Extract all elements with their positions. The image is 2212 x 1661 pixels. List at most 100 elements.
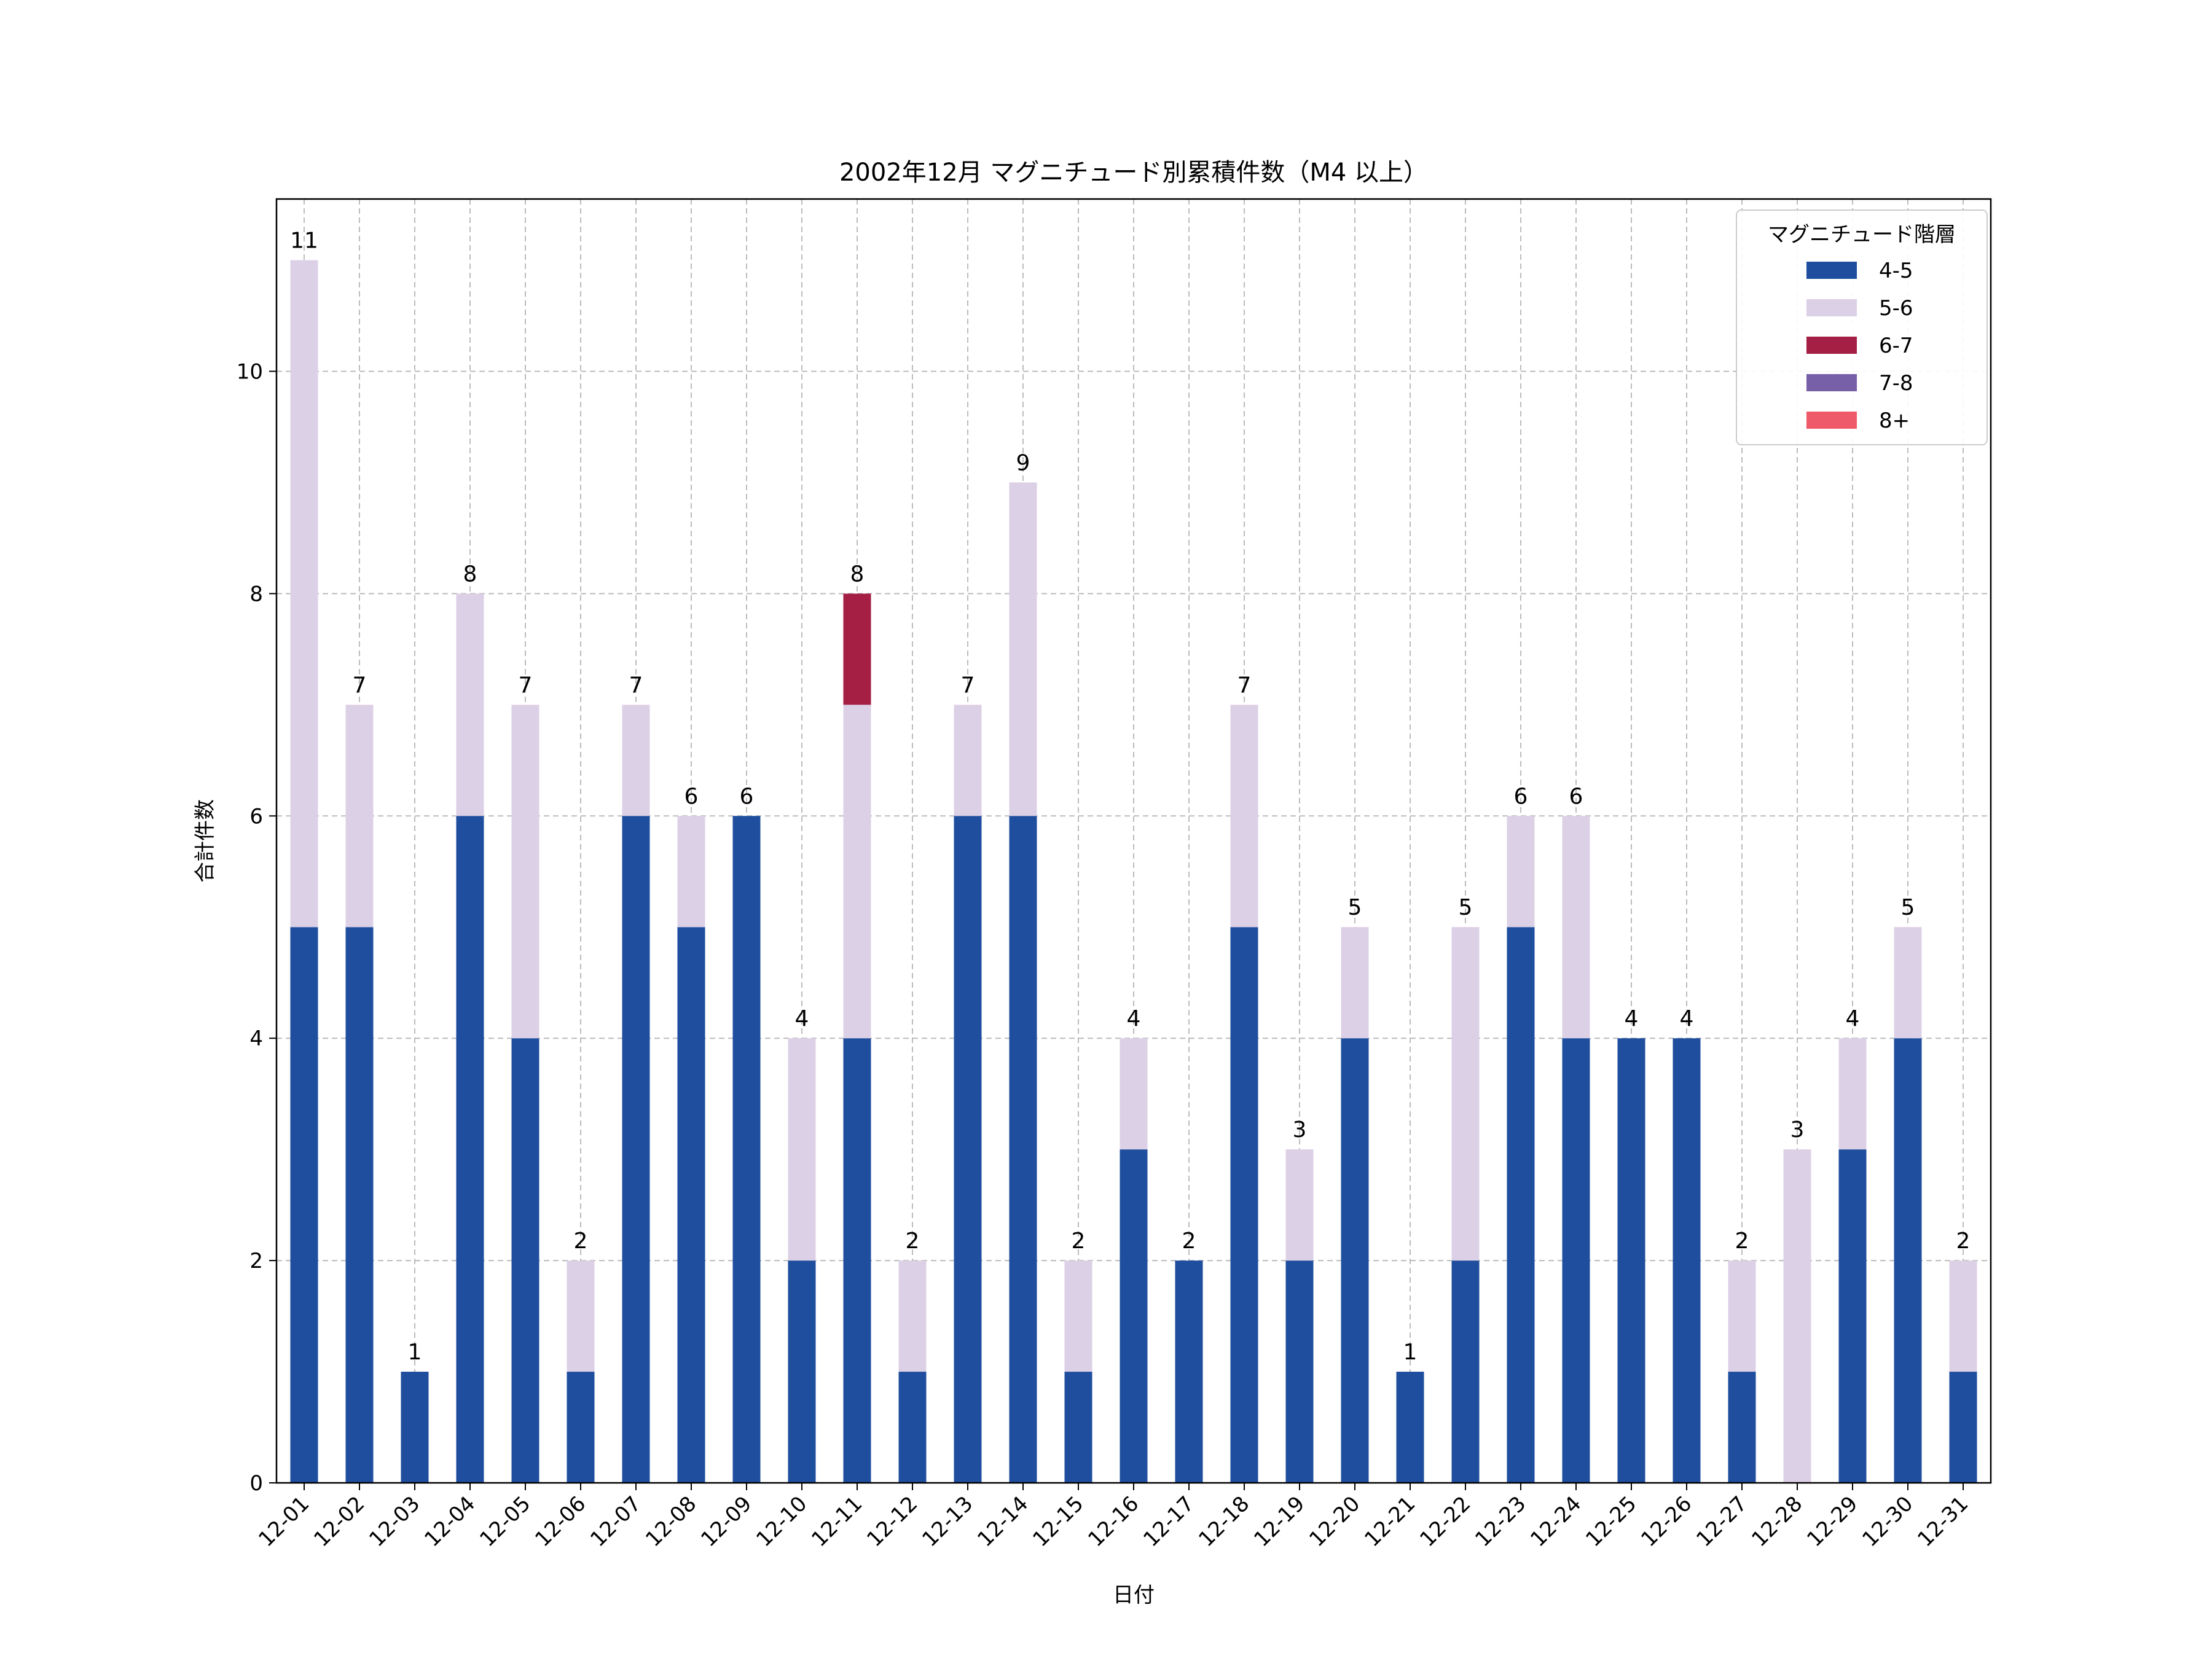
- bar-total-label: 7: [353, 673, 367, 698]
- bar-segment: [732, 816, 761, 1483]
- bar-segment: [1285, 1260, 1314, 1483]
- bar-segment: [788, 1038, 816, 1261]
- bar-segment: [843, 705, 871, 1039]
- y-tick-label: 6: [249, 804, 263, 829]
- legend-swatch: [1806, 299, 1857, 316]
- bar-total-label: 7: [961, 673, 975, 698]
- bar-segment: [677, 927, 705, 1483]
- bar-total-label: 2: [1182, 1229, 1196, 1254]
- legend-label: 6-7: [1879, 334, 1913, 358]
- bar-segment: [1064, 1372, 1092, 1483]
- y-tick-label: 4: [249, 1026, 263, 1051]
- bar-total-label: 4: [1680, 1006, 1694, 1031]
- bar-segment: [843, 593, 871, 705]
- bar-total-label: 9: [1016, 450, 1030, 475]
- chart-title: 2002年12月 マグニチュード別累積件数（M4 以上）: [839, 158, 1428, 187]
- bar-total-label: 2: [1735, 1229, 1749, 1254]
- bar-segment: [954, 816, 982, 1483]
- bar-segment: [1617, 1038, 1645, 1483]
- bar-total-label: 7: [1237, 673, 1252, 698]
- bar-segment: [290, 260, 318, 928]
- bar-segment: [788, 1260, 816, 1483]
- bar-segment: [1673, 1038, 1701, 1483]
- legend-box: [1736, 209, 1988, 445]
- bar-segment: [1451, 927, 1480, 1261]
- bar-total-label: 5: [1901, 895, 1915, 920]
- bar-segment: [1064, 1260, 1092, 1372]
- bar-segment: [1230, 927, 1258, 1483]
- bar-segment: [1894, 1038, 1922, 1483]
- bar-segment: [456, 816, 484, 1483]
- bar-total-label: 4: [1846, 1006, 1860, 1031]
- legend-label: 5-6: [1879, 296, 1913, 321]
- x-axis-label: 日付: [1113, 1583, 1155, 1608]
- legend-title: マグニチュード階層: [1768, 222, 1956, 247]
- bar-total-label: 11: [290, 229, 318, 254]
- bar-segment: [1451, 1260, 1480, 1483]
- bar-segment: [898, 1372, 927, 1483]
- bar-total-label: 4: [795, 1006, 809, 1031]
- y-tick-label: 8: [249, 582, 263, 606]
- bar-segment: [1728, 1372, 1756, 1483]
- bar-total-label: 7: [519, 673, 533, 698]
- bar-segment: [1783, 1149, 1811, 1483]
- legend-items: 4-5 5-6 6-7 7-8 8+: [1806, 259, 1913, 433]
- bars-layer: [290, 260, 1977, 1483]
- bar-segment: [1009, 816, 1037, 1483]
- bar-segment: [345, 705, 374, 928]
- bar-segment: [511, 1038, 539, 1483]
- bar-segment: [456, 593, 484, 816]
- bar-total-label: 2: [906, 1229, 920, 1254]
- bar-segment: [622, 705, 650, 816]
- bar-segment: [1562, 1038, 1590, 1483]
- bar-segment: [1009, 482, 1037, 816]
- bar-segment: [1120, 1149, 1148, 1483]
- bar-total-label: 3: [1293, 1117, 1307, 1143]
- bar-segment: [1838, 1038, 1867, 1150]
- bar-segment: [1175, 1260, 1203, 1483]
- bar-total-label: 5: [1348, 895, 1362, 920]
- bar-segment: [1894, 927, 1922, 1039]
- y-axis-label: 合計件数: [193, 799, 218, 883]
- legend-swatch: [1806, 262, 1857, 279]
- bar-total-label: 2: [574, 1229, 588, 1254]
- bar-segment: [1507, 927, 1535, 1483]
- bar-segment: [345, 927, 374, 1483]
- total-labels-layer: 11 7 1 8 7 2 7 6 6 4 8 2 7 9 2 4 2 7 3 5 1 5 6 6 4 4 2 3 4 5 2: [290, 229, 1970, 1366]
- legend-label: 8+: [1879, 408, 1910, 433]
- bar-segment: [622, 816, 650, 1483]
- bar-total-label: 6: [1569, 784, 1583, 809]
- bar-segment: [1949, 1372, 1977, 1483]
- bar-segment: [677, 816, 705, 928]
- bar-total-label: 6: [1514, 784, 1528, 809]
- y-tick-label: 2: [249, 1249, 263, 1273]
- bar-segment: [1838, 1149, 1867, 1483]
- bar-segment: [1507, 816, 1535, 928]
- bar-segment: [290, 927, 318, 1483]
- bar-segment: [1396, 1372, 1424, 1483]
- bar-segment: [843, 1038, 871, 1483]
- bar-total-label: 5: [1459, 895, 1473, 920]
- bar-total-label: 2: [1956, 1229, 1971, 1254]
- y-tick-label: 0: [249, 1471, 263, 1496]
- legend-label: 7-8: [1879, 371, 1913, 396]
- bar-segment: [1285, 1149, 1314, 1261]
- bar-total-label: 7: [629, 673, 643, 698]
- bar-total-label: 1: [1403, 1340, 1418, 1365]
- bar-segment: [1341, 1038, 1369, 1483]
- bar-total-label: 3: [1790, 1117, 1805, 1143]
- y-tick-label: 10: [237, 359, 263, 384]
- bar-segment: [1949, 1260, 1977, 1372]
- bar-segment: [898, 1260, 927, 1372]
- legend-swatch: [1806, 374, 1857, 391]
- bar-segment: [954, 705, 982, 816]
- bar-total-label: 2: [1072, 1229, 1086, 1254]
- legend: マグニチュード階層 4-5 5-6 6-7 7-8 8+: [1736, 209, 1988, 445]
- legend-label: 4-5: [1879, 259, 1913, 283]
- bar-total-label: 4: [1127, 1006, 1141, 1031]
- legend-swatch: [1806, 412, 1857, 429]
- bar-segment: [1120, 1038, 1148, 1150]
- bar-total-label: 4: [1625, 1006, 1639, 1031]
